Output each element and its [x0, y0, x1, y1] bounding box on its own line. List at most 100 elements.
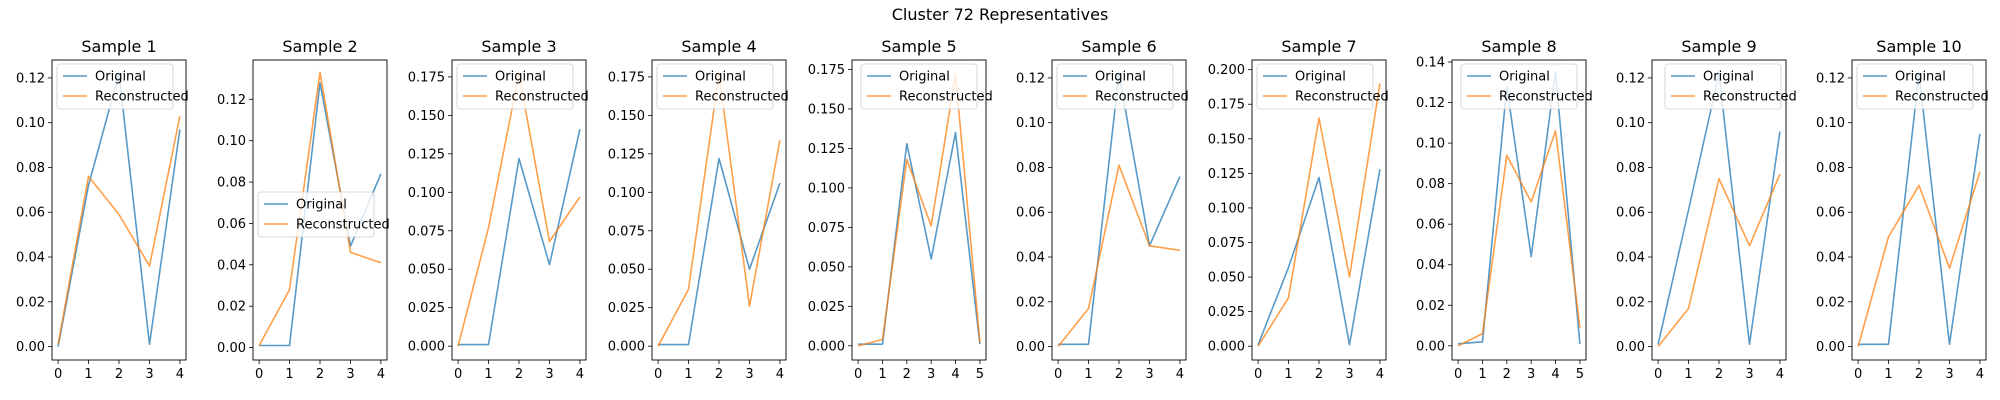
y-tick-label: 0.075	[608, 224, 645, 239]
x-tick-label: 2	[316, 367, 324, 382]
y-tick-label: 0.150	[808, 102, 845, 117]
y-tick-label: 0.00	[1416, 339, 1445, 354]
y-tick-label: 0.08	[1816, 161, 1845, 176]
y-tick-label: 0.10	[1816, 116, 1845, 131]
y-tick-label: 0.02	[1816, 295, 1845, 310]
y-tick-label: 0.200	[1208, 63, 1245, 78]
subplot-title: Sample 8	[1481, 37, 1556, 56]
legend-label: Reconstructed	[1895, 90, 1989, 105]
legend-label: Reconstructed	[95, 90, 189, 105]
y-tick-label: 0.14	[1416, 56, 1445, 71]
x-tick-label: 4	[1176, 367, 1184, 382]
y-tick-label: 0.12	[1016, 71, 1045, 86]
axes-frame	[1851, 59, 1987, 361]
subplot-10: Sample 10 0.00 0.02 0.04 0.06 0.08 0.10 0.12 0 1 2…	[1816, 37, 1989, 382]
axes-frame	[651, 59, 787, 361]
subplot-grid: Sample 1 0.00 0.02 0.04 0.06 0.08 0.10 0.12 0 1 2 3…	[16, 37, 1989, 382]
y-tick-label: 0.025	[608, 301, 645, 316]
x-tick-label: 4	[576, 367, 584, 382]
y-tick-label: 0.08	[1416, 177, 1445, 192]
y-tick-label: 0.02	[1416, 299, 1445, 314]
legend-label: Reconstructed	[1703, 90, 1797, 105]
x-tick-label: 3	[1527, 367, 1535, 382]
x-tick-label: 0	[1454, 367, 1462, 382]
legend-label: Original	[1703, 70, 1754, 85]
y-tick-label: 0.100	[808, 181, 845, 196]
y-tick-label: 0.04	[217, 258, 246, 273]
y-tick-label: 0.12	[217, 93, 246, 108]
series-line-reconstructed	[857, 73, 981, 347]
x-tick-label: 2	[1915, 367, 1923, 382]
series-line-original	[658, 157, 781, 346]
subplot-2: Sample 2 0.00 0.02 0.04 0.06 0.08 0.10 0.12 0 1 2 3…	[217, 37, 390, 382]
x-tick-label: 1	[1684, 367, 1692, 382]
series-line-reconstructed	[1057, 164, 1181, 348]
legend-label: Reconstructed	[899, 90, 993, 105]
legend: Original Reconstructed	[56, 63, 189, 110]
y-tick-label: 0.075	[1208, 236, 1245, 251]
x-tick-label: 4	[1776, 367, 1784, 382]
x-tick-label: 1	[484, 367, 492, 382]
y-tick-label: 0.10	[16, 116, 45, 131]
y-tick-label: 0.100	[608, 186, 645, 201]
x-tick-label: 5	[976, 367, 984, 382]
subplot-title: Sample 4	[681, 37, 756, 56]
y-tick-label: 0.00	[16, 340, 45, 355]
axes-frame	[51, 59, 187, 361]
y-tick-label: 0.000	[808, 339, 845, 354]
legend: Original Reconstructed	[1460, 63, 1593, 110]
x-tick-label: 3	[1345, 367, 1353, 382]
y-tick-label: 0.000	[408, 340, 445, 355]
y-tick-label: 0.125	[608, 147, 645, 162]
subplot-title: Sample 3	[481, 37, 556, 56]
x-tick-label: 2	[1315, 367, 1323, 382]
y-tick-label: 0.10	[1616, 116, 1645, 131]
subplot-3: Sample 3 0.000 0.025 0.050 0.075 0.100 0.125 0.…	[408, 37, 589, 382]
subplot-title: Sample 6	[1081, 37, 1156, 56]
x-tick-label: 3	[1745, 367, 1753, 382]
series-line-reconstructed	[1857, 171, 1981, 347]
legend: Original Reconstructed	[656, 63, 789, 110]
y-tick-label: 0.08	[1616, 161, 1645, 176]
y-tick-label: 0.175	[408, 70, 445, 85]
y-tick-label: 0.08	[217, 176, 246, 191]
x-tick-label: 4	[1376, 367, 1384, 382]
x-tick-label: 1	[1284, 367, 1292, 382]
y-tick-label: 0.025	[1208, 305, 1245, 320]
y-tick-label: 0.050	[808, 260, 845, 275]
x-tick-label: 0	[1654, 367, 1662, 382]
series-line-reconstructed	[1257, 83, 1381, 347]
y-tick-label: 0.00	[1616, 340, 1645, 355]
series-line-reconstructed	[1457, 130, 1581, 347]
legend: Original Reconstructed	[1856, 63, 1989, 110]
y-tick-label: 0.12	[1416, 96, 1445, 111]
y-tick-label: 0.12	[1816, 71, 1845, 86]
series-line-original	[458, 129, 581, 346]
y-tick-label: 0.00	[1016, 340, 1045, 355]
legend: Original Reconstructed	[1256, 63, 1389, 110]
x-tick-label: 3	[346, 367, 354, 382]
legend-label: Original	[1095, 70, 1146, 85]
y-tick-label: 0.025	[808, 300, 845, 315]
legend-label: Original	[899, 70, 950, 85]
y-tick-label: 0.06	[217, 217, 246, 232]
axes-frame	[851, 59, 987, 361]
x-tick-label: 4	[776, 367, 784, 382]
subplot-title: Sample 1	[81, 37, 156, 56]
series-line-original	[1458, 71, 1581, 345]
x-tick-label: 3	[1945, 367, 1953, 382]
series-line-reconstructed	[1657, 173, 1781, 348]
x-tick-label: 3	[745, 367, 753, 382]
legend: Original Reconstructed	[1056, 63, 1189, 110]
legend-label: Original	[1895, 70, 1946, 85]
legend-label: Reconstructed	[1095, 90, 1189, 105]
y-tick-label: 0.000	[1208, 340, 1245, 355]
y-tick-label: 0.08	[16, 161, 45, 176]
y-tick-label: 0.10	[1416, 137, 1445, 152]
series-line-original	[858, 131, 981, 346]
legend-label: Original	[495, 70, 546, 85]
x-tick-label: 3	[927, 367, 935, 382]
subplot-title: Sample 10	[1876, 37, 1961, 56]
subplot-6: Sample 6 0.00 0.02 0.04 0.06 0.08 0.10 0.12 0 1 2 3…	[1016, 37, 1189, 382]
y-tick-label: 0.025	[408, 301, 445, 316]
